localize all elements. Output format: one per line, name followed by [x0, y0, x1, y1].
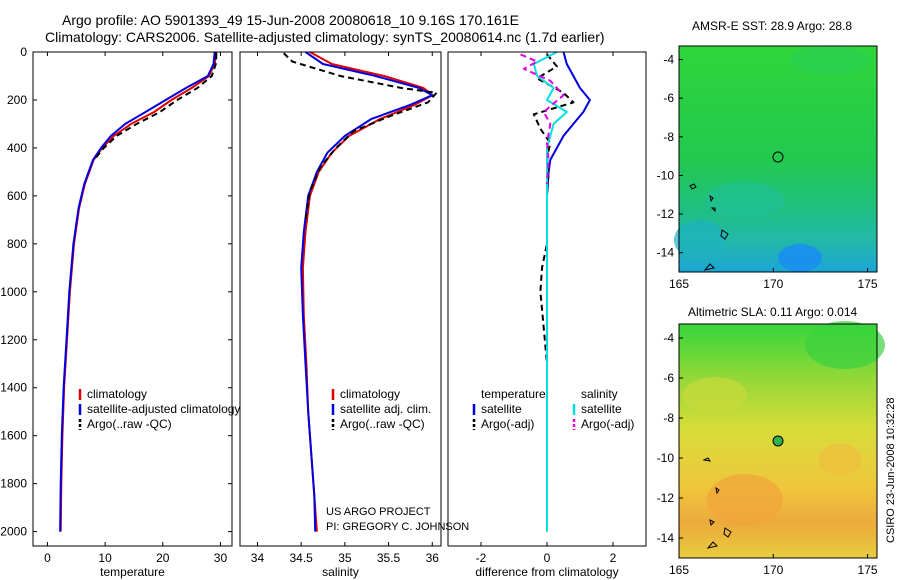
map-x-tick-label: 170	[763, 563, 783, 577]
y-tick-label: 0	[20, 45, 27, 59]
map-x-tick-label: 165	[669, 277, 689, 291]
map-y-tick-label: -14	[657, 531, 675, 545]
y-tick-label: 2000	[0, 525, 27, 539]
map-y-tick-label: -6	[663, 371, 674, 385]
y-tick-label: 200	[7, 93, 27, 107]
series-line	[59, 51, 216, 532]
sst-argo-marker	[772, 151, 784, 163]
sst-patch	[790, 46, 870, 74]
sst-patch	[674, 220, 726, 260]
sla-patch	[818, 444, 862, 476]
map-y-tick-label: -10	[657, 168, 675, 182]
x-tick-label: 10	[98, 551, 112, 565]
figure-title-line2: Climatology: CARS2006. Satellite-adjuste…	[45, 29, 605, 45]
plot-frame	[447, 51, 647, 547]
x-tick-label: 2	[610, 551, 617, 565]
x-axis-label: temperature	[100, 565, 165, 579]
series-line	[283, 52, 438, 221]
plot-area	[33, 52, 232, 546]
sla-argo-marker	[772, 435, 784, 447]
legend-label: Argo(-adj)	[581, 417, 634, 431]
legend-label: Argo(-adj)	[481, 417, 534, 431]
sst-warm-pool	[778, 244, 822, 272]
sla-map-title: Altimetric SLA: 0.11 Argo: 0.014	[688, 305, 858, 319]
legend-label: climatology	[340, 387, 400, 401]
map-y-tick-label: -8	[663, 411, 674, 425]
map-y-tick-label: -4	[663, 53, 674, 67]
map-y-tick-label: -12	[657, 207, 675, 221]
credit-stamp: CSIRO 23-Jun-2008 10:32:28	[885, 397, 897, 543]
series-line	[93, 53, 218, 161]
x-tick-label: 0	[544, 551, 551, 565]
legend-label: satellite	[481, 402, 522, 416]
sla-patch	[707, 474, 783, 526]
sst-map-frame	[678, 45, 878, 273]
sst-island-outlines	[689, 183, 729, 271]
plot-area	[240, 52, 441, 546]
series-line	[300, 51, 434, 532]
sla-island-outlines	[702, 457, 732, 549]
temperature-profile-panel: 0 10 20 30 0 200 400 600 800 1000 1200 1400 1600 1800…	[0, 45, 240, 579]
y-tick-label: 600	[7, 189, 27, 203]
legend-label: climatology	[87, 387, 147, 401]
x-axis-label: salinity	[322, 565, 359, 579]
x-axis-label: difference from climatology	[475, 565, 618, 579]
sla-map-panel: Altimetric SLA: 0.11 Argo: 0.014 165 170 1…	[657, 305, 885, 577]
map-y-tick-label: -14	[657, 246, 675, 260]
x-tick-label: 20	[156, 551, 170, 565]
figure-title-line1: Argo profile: AO 5901393_49 15-Jun-2008 …	[62, 12, 519, 28]
map-x-tick-label: 165	[669, 563, 689, 577]
y-tick-label: 400	[7, 141, 27, 155]
map-x-tick-label: 175	[858, 277, 878, 291]
sst-patch	[705, 182, 785, 218]
sst-map-panel: AMSR-E SST: 28.9 Argo: 28.8 165 170 175 -4 -…	[657, 19, 878, 291]
legend-label: satellite	[581, 402, 622, 416]
x-tick-label: 30	[214, 551, 228, 565]
legend-label: Argo(..raw -QC)	[87, 417, 172, 431]
sla-map-frame	[678, 323, 878, 559]
credit-project: US ARGO PROJECT	[326, 506, 431, 518]
map-y-tick-label: -10	[657, 451, 675, 465]
sst-map-title: AMSR-E SST: 28.9 Argo: 28.8	[692, 19, 852, 33]
y-tick-label: 1200	[0, 333, 27, 347]
x-tick-label: 34	[251, 551, 265, 565]
legend-label: satellite-adjusted climatology	[87, 402, 240, 416]
credit-pi: PI: GREGORY C. JOHNSON	[326, 521, 469, 533]
map-x-tick-label: 170	[763, 277, 783, 291]
x-tick-label: 35.5	[377, 551, 401, 565]
map-y-tick-label: -12	[657, 491, 675, 505]
legend-title: temperature	[481, 387, 546, 401]
sla-patch	[683, 377, 747, 413]
x-tick-label: 34.5	[289, 551, 313, 565]
series-line	[520, 53, 565, 184]
x-tick-label: 35	[338, 551, 352, 565]
y-tick-label: 800	[7, 237, 27, 251]
y-tick-label: 1000	[0, 285, 27, 299]
map-y-tick-label: -4	[663, 331, 674, 345]
map-y-tick-label: -6	[663, 91, 674, 105]
legend-title: salinity	[581, 387, 618, 401]
sla-map-axes: 165 170 175 -4 -6 -8 -10 -12 -14	[657, 331, 878, 577]
plot-frame	[32, 51, 233, 547]
x-tick-label: 0	[44, 551, 51, 565]
x-tick-label: -2	[476, 551, 487, 565]
series-line	[532, 51, 568, 532]
legend-label: satellite adj. clim.	[340, 402, 431, 416]
map-y-tick-label: -8	[663, 130, 674, 144]
x-tick-label: 36	[426, 551, 440, 565]
sla-patch	[805, 321, 885, 369]
plot-frame	[239, 51, 442, 547]
y-tick-label: 1800	[0, 477, 27, 491]
y-tick-label: 1600	[0, 429, 27, 443]
salinity-profile-panel: 34 34.5 35 35.5 36 salinity climatologysatelli…	[239, 51, 442, 579]
legend-label: Argo(..raw -QC)	[340, 417, 425, 431]
sst-map-axes: 165 170 175 -4 -6 -8 -10 -12 -14	[657, 53, 878, 291]
y-tick-label: 1400	[0, 381, 27, 395]
map-x-tick-label: 175	[858, 563, 878, 577]
